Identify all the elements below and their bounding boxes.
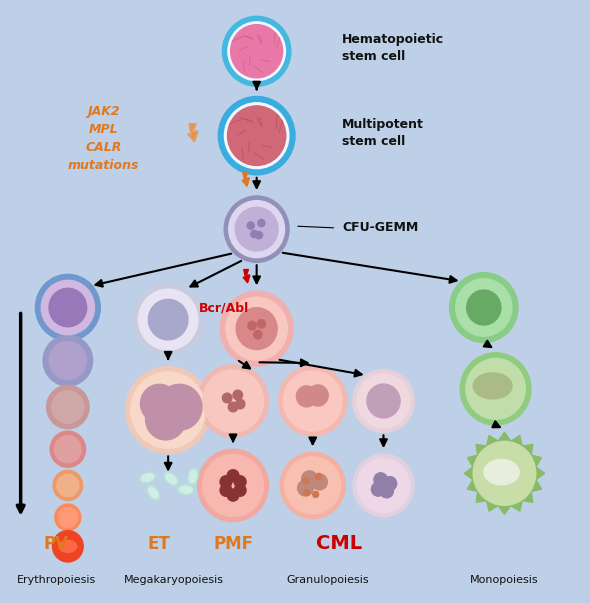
Circle shape (43, 335, 93, 386)
Circle shape (50, 341, 86, 380)
Circle shape (227, 489, 239, 501)
Circle shape (357, 374, 410, 428)
Circle shape (258, 219, 265, 227)
Text: Granulopoiesis: Granulopoiesis (286, 575, 369, 585)
Circle shape (229, 201, 284, 257)
Circle shape (473, 441, 536, 505)
Ellipse shape (484, 459, 519, 485)
Circle shape (234, 476, 246, 488)
Circle shape (220, 476, 232, 488)
Circle shape (228, 22, 286, 81)
Circle shape (257, 320, 266, 328)
Circle shape (313, 491, 319, 497)
Circle shape (353, 370, 414, 432)
Circle shape (455, 279, 512, 336)
Circle shape (235, 207, 278, 251)
Circle shape (312, 474, 327, 490)
Circle shape (226, 297, 287, 360)
Text: Monopoiesis: Monopoiesis (470, 575, 539, 585)
Circle shape (235, 399, 245, 409)
Circle shape (254, 330, 262, 339)
Polygon shape (188, 124, 198, 142)
Circle shape (126, 367, 211, 453)
Circle shape (53, 531, 83, 562)
Circle shape (367, 384, 400, 418)
Circle shape (255, 232, 263, 239)
Circle shape (57, 474, 79, 497)
Circle shape (233, 390, 242, 400)
Circle shape (140, 384, 178, 423)
Circle shape (53, 470, 83, 500)
Text: Megakaryopoiesis: Megakaryopoiesis (124, 575, 224, 585)
Circle shape (303, 478, 309, 484)
Circle shape (251, 230, 258, 238)
Ellipse shape (141, 474, 154, 481)
Circle shape (148, 299, 188, 340)
Ellipse shape (163, 472, 179, 486)
Circle shape (285, 457, 340, 514)
Circle shape (224, 103, 289, 169)
Text: JAK2
MPL
CALR
mutations: JAK2 MPL CALR mutations (67, 105, 139, 172)
Circle shape (50, 431, 86, 467)
Circle shape (353, 454, 414, 517)
Circle shape (35, 274, 100, 341)
Text: CFU-GEMM: CFU-GEMM (342, 221, 418, 235)
Circle shape (236, 308, 277, 350)
Circle shape (297, 480, 313, 496)
Text: ET: ET (148, 535, 171, 553)
Ellipse shape (59, 540, 77, 552)
Circle shape (131, 372, 205, 448)
Ellipse shape (166, 474, 176, 484)
Circle shape (228, 106, 286, 165)
Circle shape (383, 476, 396, 490)
Circle shape (146, 399, 186, 440)
Circle shape (218, 96, 295, 175)
Circle shape (220, 291, 293, 366)
Circle shape (466, 359, 525, 419)
Circle shape (198, 365, 268, 437)
Circle shape (55, 504, 81, 531)
Circle shape (301, 471, 317, 487)
Polygon shape (243, 270, 250, 283)
Ellipse shape (473, 373, 512, 399)
Ellipse shape (149, 487, 158, 498)
Circle shape (357, 458, 410, 513)
Circle shape (228, 402, 238, 412)
Circle shape (52, 391, 84, 423)
Circle shape (304, 490, 310, 496)
Circle shape (307, 385, 328, 406)
Circle shape (227, 470, 239, 482)
Text: PV: PV (44, 535, 68, 553)
Ellipse shape (189, 470, 196, 483)
Circle shape (58, 508, 78, 527)
Circle shape (49, 288, 87, 327)
Circle shape (139, 289, 198, 350)
Circle shape (198, 449, 268, 522)
Text: Bcr/Abl: Bcr/Abl (199, 301, 250, 314)
Circle shape (280, 452, 345, 519)
Ellipse shape (179, 486, 192, 493)
Text: Hematopoietic
stem cell: Hematopoietic stem cell (342, 33, 444, 63)
Circle shape (278, 366, 347, 436)
Circle shape (467, 290, 501, 325)
Circle shape (202, 454, 264, 517)
Ellipse shape (188, 467, 198, 485)
Circle shape (47, 385, 89, 429)
Circle shape (220, 484, 232, 496)
Circle shape (374, 473, 388, 487)
Polygon shape (464, 432, 545, 514)
Circle shape (133, 283, 204, 356)
Circle shape (380, 484, 394, 498)
Circle shape (222, 16, 291, 86)
Circle shape (248, 321, 256, 330)
Circle shape (202, 370, 264, 432)
Circle shape (222, 393, 232, 403)
Circle shape (157, 384, 202, 430)
Polygon shape (242, 172, 250, 186)
Circle shape (316, 473, 322, 479)
Circle shape (296, 386, 317, 407)
Text: Multipotent
stem cell: Multipotent stem cell (342, 118, 424, 148)
Circle shape (234, 484, 246, 496)
Circle shape (450, 273, 518, 343)
